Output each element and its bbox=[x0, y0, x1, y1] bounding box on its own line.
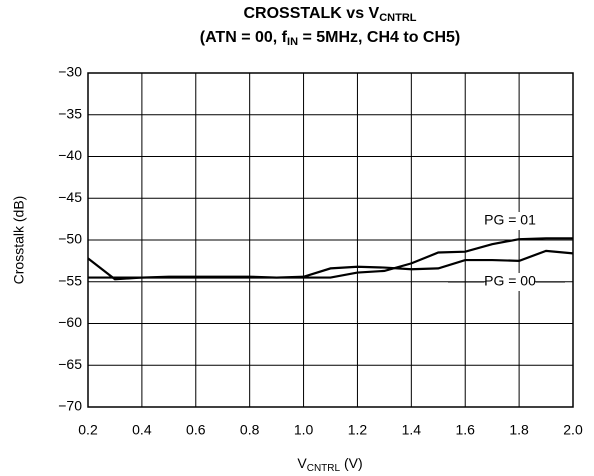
x-label-text: (V) bbox=[340, 455, 363, 471]
y-axis-label: Crosstalk (dB) bbox=[11, 196, 27, 285]
x-tick-label: 1.0 bbox=[294, 422, 314, 438]
y-tick-label: −55 bbox=[58, 272, 82, 288]
chart-subtitle: (ATN = 00, fIN = 5MHz, CH4 to CH5) bbox=[200, 29, 461, 48]
y-tick-label: −60 bbox=[58, 314, 82, 330]
subtitle-sub: IN bbox=[287, 36, 298, 48]
y-tick-label: −35 bbox=[58, 105, 82, 121]
x-tick-label: 0.4 bbox=[132, 422, 152, 438]
x-tick-label: 1.6 bbox=[455, 422, 475, 438]
x-tick-label: 0.6 bbox=[186, 422, 206, 438]
x-label-text: V bbox=[297, 455, 307, 471]
y-tick-label: −50 bbox=[58, 231, 82, 247]
subtitle-text: (ATN = 00, f bbox=[200, 29, 288, 46]
label-background bbox=[486, 212, 534, 230]
y-tick-label: −40 bbox=[58, 147, 82, 163]
label-background bbox=[486, 273, 534, 291]
title-text: CROSSTALK vs V bbox=[243, 5, 379, 22]
x-tick-label: 0.2 bbox=[78, 422, 98, 438]
subtitle-text: = 5MHz, CH4 to CH5) bbox=[298, 29, 460, 46]
x-label-sub: CNTRL bbox=[307, 463, 341, 474]
series-line bbox=[88, 237, 573, 279]
plot-frame bbox=[87, 72, 574, 408]
y-tick-label: −65 bbox=[58, 356, 82, 372]
title-sub: CNTRL bbox=[379, 12, 417, 24]
series-label: PG = 01 bbox=[484, 212, 536, 228]
x-tick-label: 2.0 bbox=[563, 422, 583, 438]
x-tick-label: 1.4 bbox=[402, 422, 422, 438]
y-tick-label: −70 bbox=[58, 398, 82, 414]
y-tick-label: −45 bbox=[58, 189, 82, 205]
series-label: PG = 00 bbox=[484, 273, 536, 289]
x-tick-label: 1.2 bbox=[348, 422, 368, 438]
x-tick-label: 1.8 bbox=[509, 422, 529, 438]
chart-title: CROSSTALK vs VCNTRL bbox=[243, 5, 416, 24]
y-tick-label: −30 bbox=[58, 64, 82, 80]
x-axis-label: VCNTRL (V) bbox=[297, 455, 362, 474]
x-tick-label: 0.8 bbox=[240, 422, 260, 438]
